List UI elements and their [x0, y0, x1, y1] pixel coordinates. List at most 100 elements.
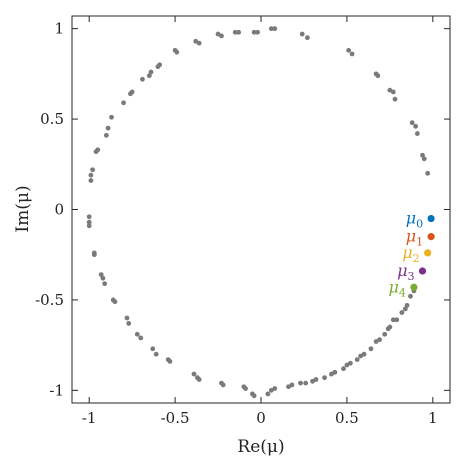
y-tick-label: 1	[54, 20, 64, 38]
data-point	[236, 29, 242, 35]
data-point	[124, 315, 130, 321]
data-point	[361, 351, 367, 357]
data-point	[272, 386, 278, 391]
data-point	[153, 351, 159, 357]
data-point	[251, 29, 257, 35]
x-tick-label: 0	[256, 409, 266, 427]
data-point	[86, 223, 92, 229]
highlighted-point-mu-1	[427, 233, 435, 241]
mu-subscript: 3	[408, 270, 415, 283]
highlighted-point-mu-0	[427, 214, 435, 223]
data-point	[413, 123, 419, 129]
data-point	[88, 172, 94, 178]
data-point	[322, 375, 327, 381]
x-tick-label: 0.5	[335, 409, 359, 427]
data-point	[377, 337, 382, 343]
data-point	[105, 125, 111, 131]
data-point	[86, 214, 92, 220]
data-point	[109, 114, 114, 120]
tick-labels: -1 -0.5 0 0.5 1 -1 -0.5 0 0.5 1	[35, 20, 438, 427]
mu-subscript: 1	[416, 236, 423, 249]
data-point	[103, 132, 109, 138]
data-point	[174, 49, 180, 55]
data-point	[268, 26, 274, 32]
data-point	[414, 131, 420, 136]
data-point	[390, 317, 396, 323]
data-point	[196, 40, 202, 46]
mu-symbol: μ	[397, 261, 407, 280]
label-mu-0: μ0	[406, 209, 423, 231]
data-point	[303, 380, 309, 386]
data-points	[86, 26, 431, 399]
data-point	[382, 331, 388, 337]
data-point	[332, 369, 338, 375]
mu-subscript: 4	[399, 286, 406, 299]
data-point	[219, 33, 224, 39]
data-point	[255, 29, 260, 35]
label-mu-4: μ4	[389, 277, 406, 299]
data-point	[421, 156, 427, 162]
data-point	[112, 299, 118, 305]
plot-frame	[71, 15, 451, 404]
data-point	[346, 47, 352, 53]
data-point	[167, 359, 173, 364]
data-point	[98, 272, 104, 278]
data-point	[390, 89, 396, 95]
data-point	[392, 96, 398, 102]
label-mu-3: μ3	[397, 261, 414, 283]
data-point	[88, 178, 94, 183]
y-tick-label: -0.5	[35, 291, 64, 309]
data-point	[251, 393, 257, 399]
data-point	[409, 120, 415, 126]
highlighted-point-mu-3	[418, 267, 427, 275]
data-point	[146, 73, 152, 79]
label-mu-1: μ1	[406, 227, 423, 249]
data-point	[134, 331, 140, 337]
data-point	[394, 317, 400, 323]
data-point	[347, 360, 353, 366]
x-axis-label: Re(μ)	[237, 437, 284, 457]
data-point	[272, 26, 278, 32]
highlighted-point-mu-4	[410, 283, 418, 291]
data-point	[289, 382, 295, 388]
data-point	[148, 69, 154, 75]
highlighted-point-mu-2	[424, 249, 432, 257]
data-point	[91, 252, 97, 258]
data-point	[196, 377, 202, 382]
data-point	[155, 64, 161, 70]
data-point	[150, 346, 156, 352]
data-point	[304, 35, 310, 41]
data-point	[86, 219, 92, 225]
data-point	[375, 73, 381, 79]
data-point	[313, 377, 319, 382]
data-point	[349, 51, 355, 57]
y-tick-label: 0.5	[40, 110, 64, 128]
data-point	[341, 366, 346, 372]
mu-symbol: μ	[402, 243, 412, 262]
data-point	[121, 100, 126, 106]
mu-symbol: μ	[406, 209, 416, 228]
data-point	[100, 275, 106, 281]
data-point	[298, 380, 303, 386]
mu-subscript: 2	[413, 252, 420, 265]
data-point	[128, 91, 133, 97]
data-point	[399, 310, 405, 315]
data-point	[102, 281, 108, 287]
data-point	[368, 346, 374, 352]
tick-marks	[72, 16, 450, 403]
data-point	[126, 321, 132, 326]
data-point	[408, 293, 413, 299]
data-point	[90, 167, 96, 173]
data-point	[140, 76, 145, 82]
x-tick-label: -1	[82, 409, 97, 427]
data-point	[191, 371, 197, 377]
mu-symbol: μ	[389, 277, 399, 296]
label-mu-2: μ2	[402, 243, 419, 265]
y-tick-label: -1	[49, 381, 64, 399]
data-point	[243, 386, 248, 391]
data-point	[232, 29, 238, 35]
y-axis-label: Im(μ)	[13, 185, 33, 232]
data-point	[265, 391, 271, 397]
